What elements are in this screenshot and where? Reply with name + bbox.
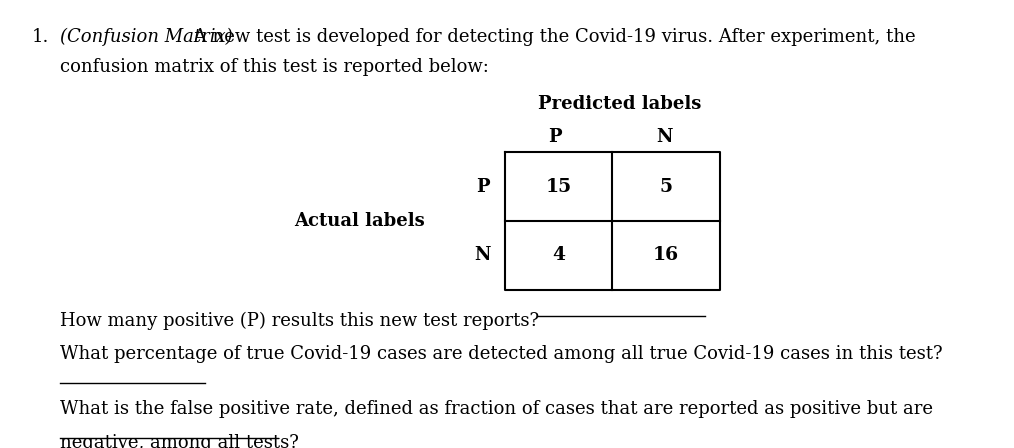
Text: (Confusion Matrix): (Confusion Matrix) [60, 28, 232, 46]
Text: Actual labels: Actual labels [295, 212, 426, 230]
Text: What is the false positive rate, defined as fraction of cases that are reported : What is the false positive rate, defined… [60, 400, 933, 418]
Text: A new test is developed for detecting the Covid-19 virus. After experiment, the: A new test is developed for detecting th… [188, 28, 916, 46]
Text: How many positive (P) results this new test reports?: How many positive (P) results this new t… [60, 312, 539, 330]
Text: 15: 15 [546, 177, 572, 195]
Text: 1.: 1. [32, 28, 50, 46]
Text: confusion matrix of this test is reported below:: confusion matrix of this test is reporte… [60, 58, 489, 76]
Text: P: P [549, 128, 562, 146]
Text: 4: 4 [553, 246, 565, 264]
Text: Predicted labels: Predicted labels [538, 95, 702, 113]
Text: P: P [477, 177, 490, 195]
Text: N: N [657, 128, 673, 146]
Text: N: N [475, 246, 491, 264]
Text: What percentage of true Covid-19 cases are detected among all true Covid-19 case: What percentage of true Covid-19 cases a… [60, 345, 943, 363]
Text: 5: 5 [660, 177, 672, 195]
Text: 16: 16 [653, 246, 679, 264]
Text: negative, among all tests?: negative, among all tests? [60, 434, 299, 448]
